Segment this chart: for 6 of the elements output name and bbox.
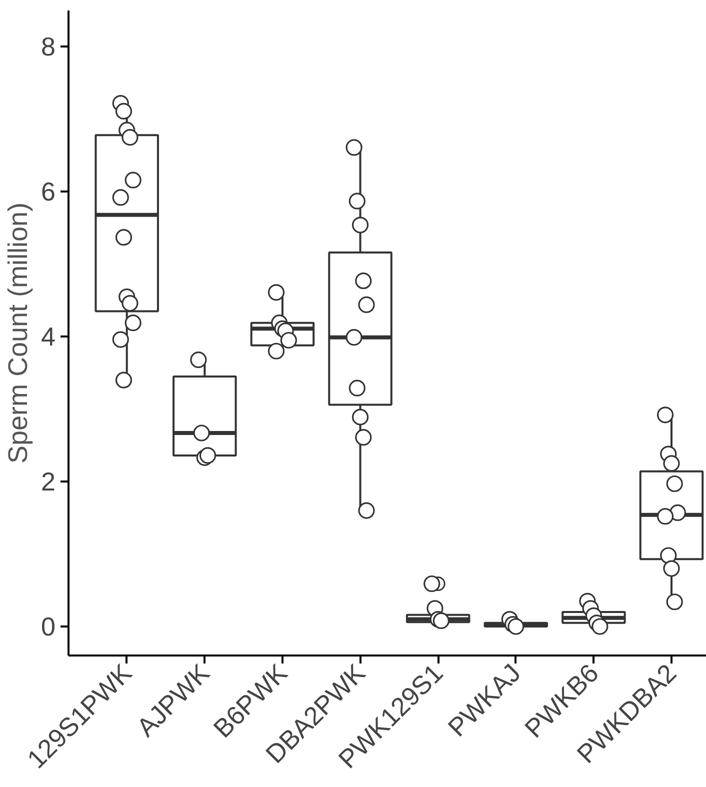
y-tick-label: 2 [41, 466, 56, 497]
y-tick-label: 4 [41, 322, 56, 352]
y-tick-label: 0 [41, 612, 56, 642]
y-tick-label: 8 [41, 32, 56, 62]
y-tick-label: 6 [41, 176, 56, 207]
y-axis-title: Sperm Count (million) [3, 202, 34, 464]
